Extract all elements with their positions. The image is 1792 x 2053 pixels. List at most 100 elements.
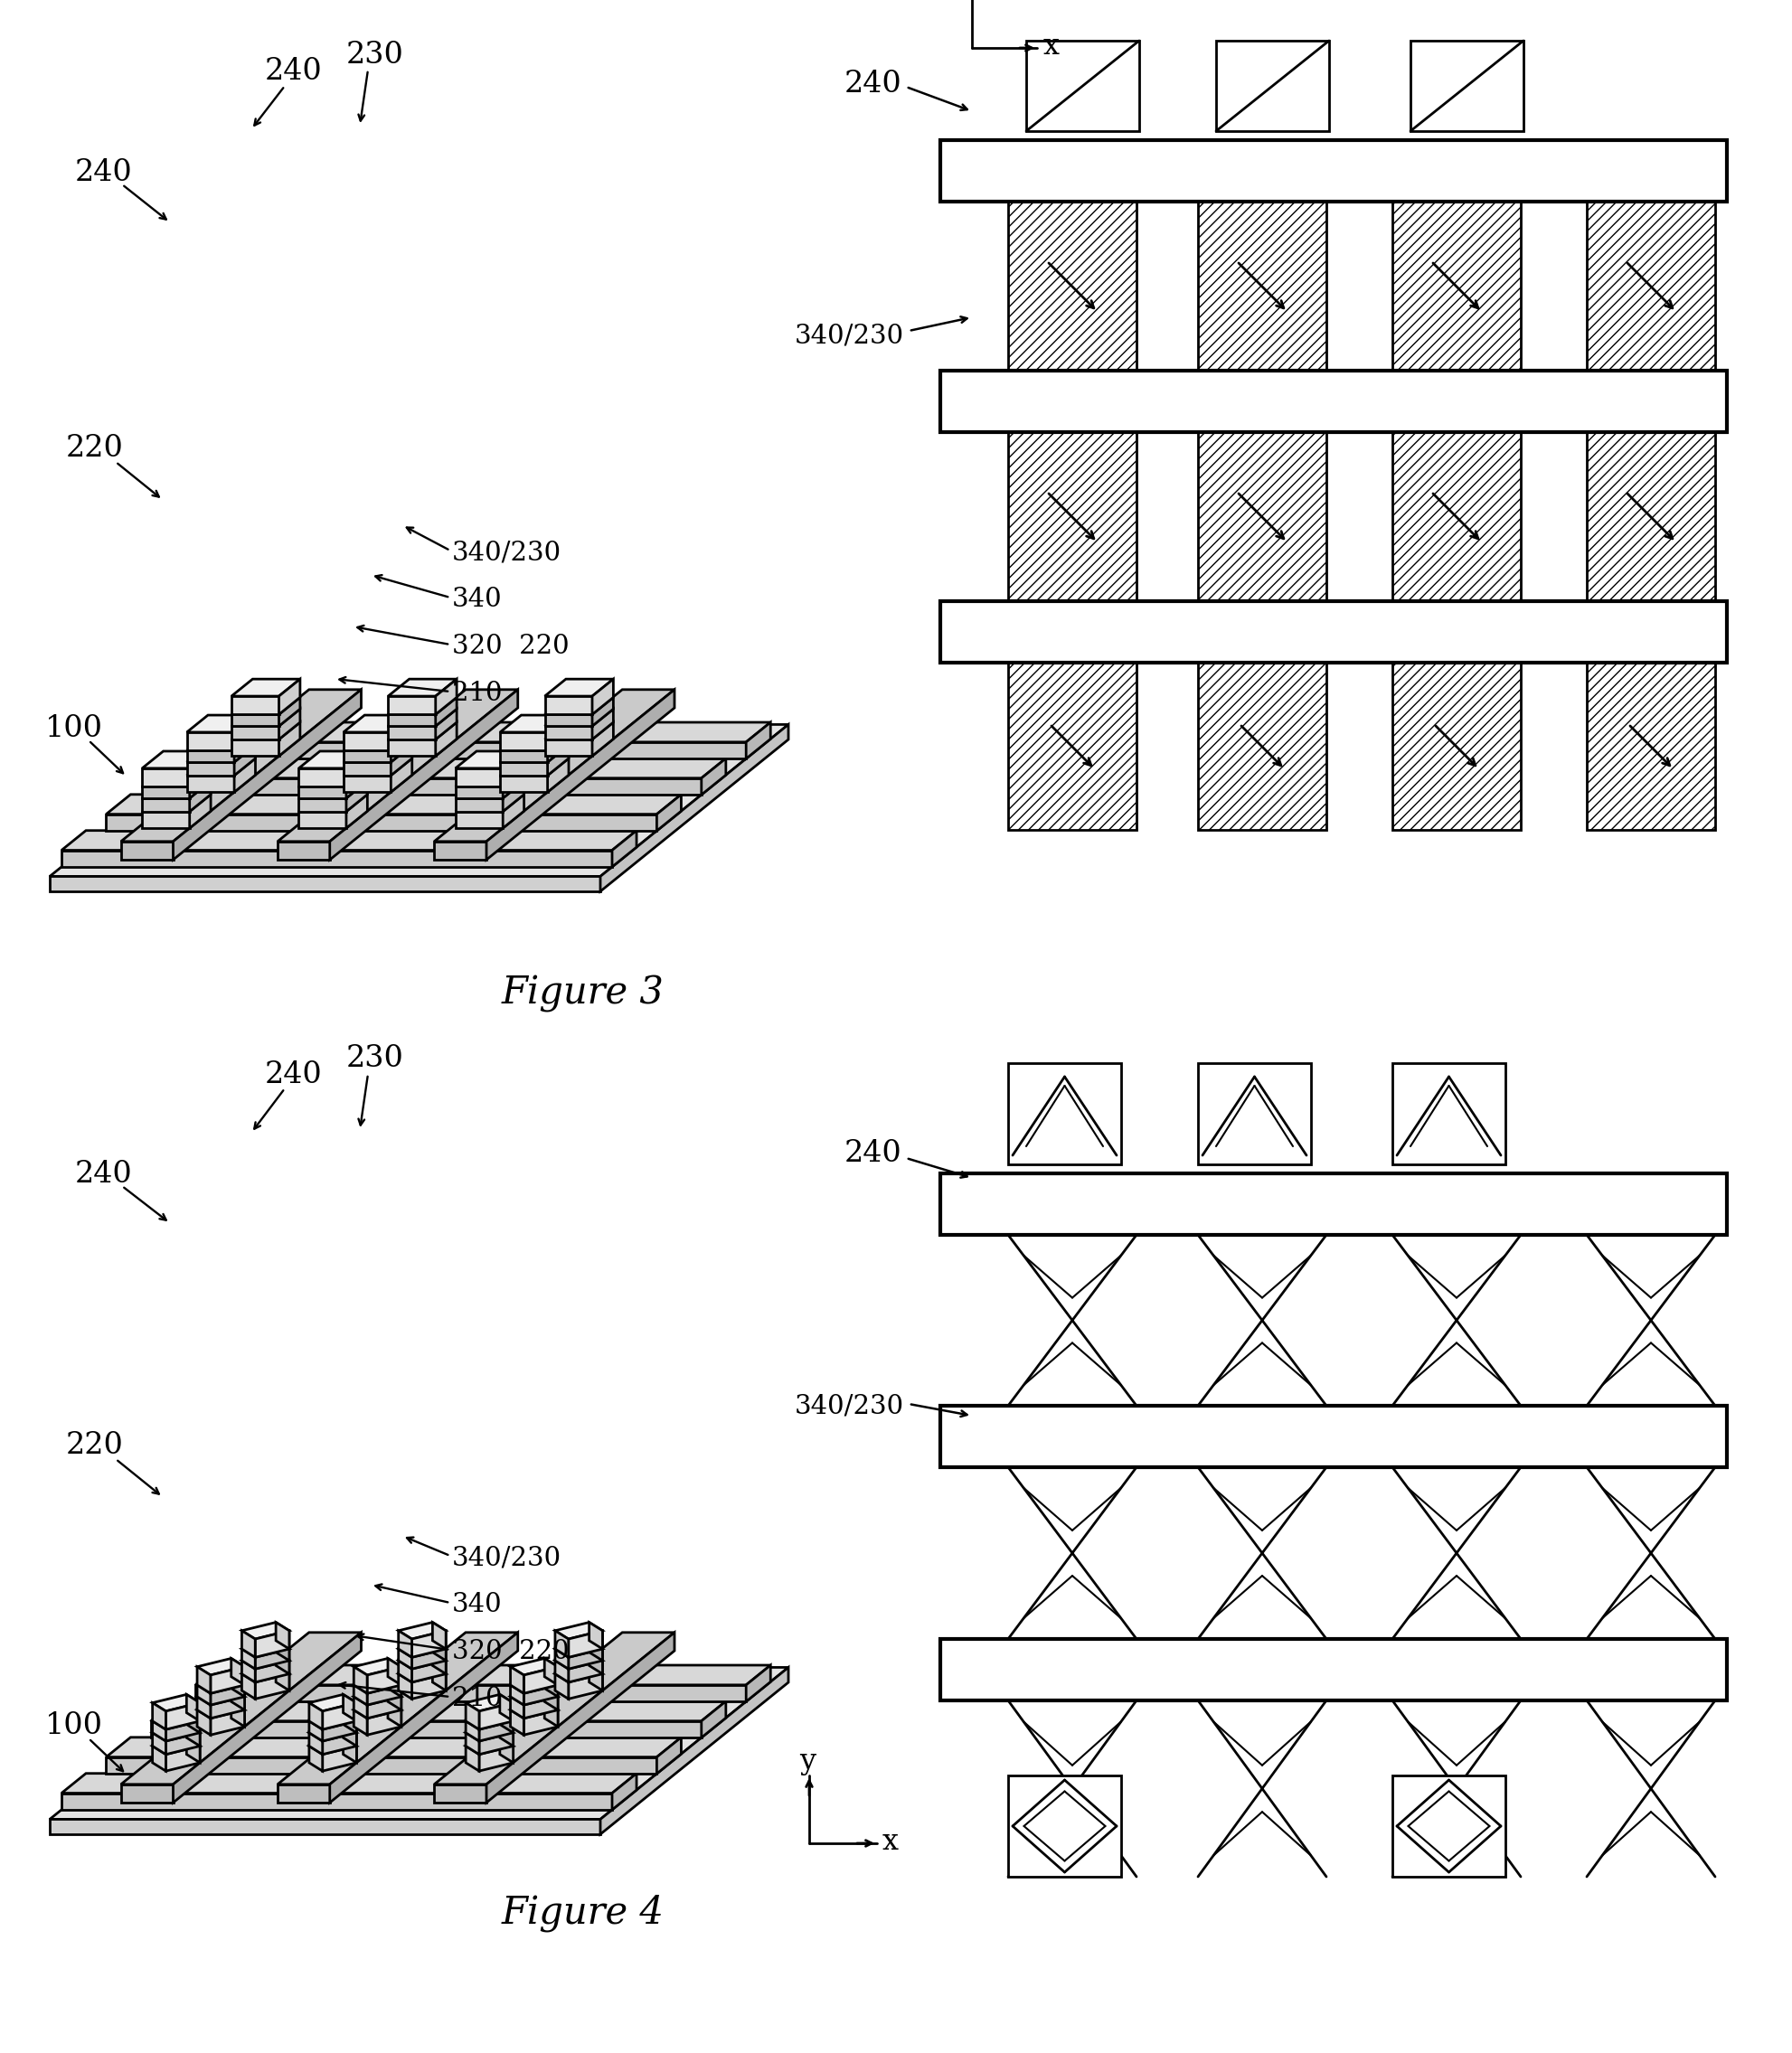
Polygon shape	[142, 811, 190, 827]
Polygon shape	[346, 795, 367, 827]
Polygon shape	[398, 1673, 412, 1700]
Polygon shape	[387, 1659, 401, 1686]
Bar	[1025, 41, 1138, 131]
Polygon shape	[330, 1632, 518, 1803]
Polygon shape	[152, 1712, 201, 1729]
Polygon shape	[50, 877, 600, 891]
Text: x: x	[882, 1827, 898, 1856]
Polygon shape	[323, 1720, 357, 1741]
Polygon shape	[278, 690, 518, 842]
Polygon shape	[568, 1673, 602, 1700]
Polygon shape	[276, 1653, 289, 1673]
Polygon shape	[152, 1737, 201, 1755]
Polygon shape	[387, 723, 457, 739]
Polygon shape	[242, 1640, 289, 1657]
Polygon shape	[231, 708, 299, 727]
Text: 340/230: 340/230	[452, 1546, 561, 1571]
Polygon shape	[120, 1632, 360, 1784]
Polygon shape	[568, 1649, 602, 1669]
Polygon shape	[523, 1686, 557, 1706]
Polygon shape	[556, 1653, 602, 1669]
Polygon shape	[478, 1702, 513, 1729]
Polygon shape	[1392, 663, 1520, 829]
Polygon shape	[353, 1677, 401, 1694]
Polygon shape	[308, 1745, 323, 1772]
Polygon shape	[330, 690, 518, 860]
Polygon shape	[276, 1665, 289, 1690]
Polygon shape	[186, 758, 254, 776]
Polygon shape	[195, 1686, 745, 1702]
Polygon shape	[197, 1702, 244, 1718]
Text: x: x	[1043, 33, 1059, 60]
Polygon shape	[299, 780, 367, 799]
Bar	[939, 1174, 1726, 1234]
Polygon shape	[278, 1632, 518, 1784]
Polygon shape	[1197, 431, 1326, 602]
Polygon shape	[353, 1667, 367, 1694]
Polygon shape	[195, 1665, 771, 1686]
Polygon shape	[387, 1702, 401, 1727]
Polygon shape	[197, 1696, 210, 1718]
Polygon shape	[235, 758, 254, 792]
Polygon shape	[186, 1694, 201, 1720]
Polygon shape	[308, 1720, 323, 1741]
Polygon shape	[656, 1737, 681, 1774]
Polygon shape	[151, 758, 726, 778]
Polygon shape	[50, 725, 788, 877]
Polygon shape	[195, 723, 771, 741]
Polygon shape	[545, 1677, 557, 1696]
Polygon shape	[50, 1667, 788, 1819]
Polygon shape	[61, 1792, 611, 1811]
Polygon shape	[511, 1686, 523, 1706]
Polygon shape	[231, 727, 280, 739]
Polygon shape	[398, 1661, 412, 1681]
Text: 100: 100	[45, 714, 102, 743]
Text: 230: 230	[346, 1045, 403, 1074]
Polygon shape	[547, 745, 568, 776]
Polygon shape	[278, 1784, 330, 1803]
Polygon shape	[231, 1659, 244, 1686]
Polygon shape	[435, 723, 457, 756]
Text: 320  220: 320 220	[452, 634, 570, 659]
Polygon shape	[486, 690, 674, 860]
Bar	[939, 1406, 1726, 1468]
Polygon shape	[299, 799, 346, 811]
Polygon shape	[511, 1677, 557, 1694]
Polygon shape	[342, 1712, 357, 1733]
Polygon shape	[590, 1640, 602, 1661]
Polygon shape	[186, 1725, 201, 1745]
Polygon shape	[502, 780, 523, 811]
Bar	[1410, 41, 1523, 131]
Polygon shape	[545, 739, 591, 756]
Polygon shape	[1392, 201, 1520, 372]
Polygon shape	[398, 1649, 412, 1669]
Polygon shape	[600, 725, 788, 891]
Polygon shape	[466, 1712, 513, 1729]
Polygon shape	[276, 1622, 289, 1649]
Polygon shape	[344, 745, 412, 762]
Polygon shape	[398, 1630, 412, 1657]
Polygon shape	[367, 1696, 401, 1718]
Text: 340/230: 340/230	[794, 1394, 903, 1419]
Polygon shape	[344, 714, 412, 733]
Polygon shape	[391, 745, 412, 776]
Polygon shape	[231, 696, 280, 714]
Polygon shape	[478, 1720, 513, 1741]
Text: Figure 3: Figure 3	[502, 975, 665, 1012]
Polygon shape	[50, 1819, 600, 1833]
Polygon shape	[545, 696, 591, 714]
Polygon shape	[545, 1659, 557, 1686]
Polygon shape	[231, 739, 280, 756]
Polygon shape	[1197, 663, 1326, 829]
Polygon shape	[545, 708, 613, 727]
Polygon shape	[254, 1661, 289, 1681]
Polygon shape	[280, 680, 299, 714]
Polygon shape	[523, 1696, 557, 1718]
Polygon shape	[254, 1649, 289, 1669]
Polygon shape	[353, 1696, 367, 1718]
Polygon shape	[1586, 431, 1715, 602]
Polygon shape	[308, 1725, 357, 1741]
Polygon shape	[344, 733, 391, 751]
Polygon shape	[367, 1686, 401, 1706]
Polygon shape	[235, 733, 254, 762]
